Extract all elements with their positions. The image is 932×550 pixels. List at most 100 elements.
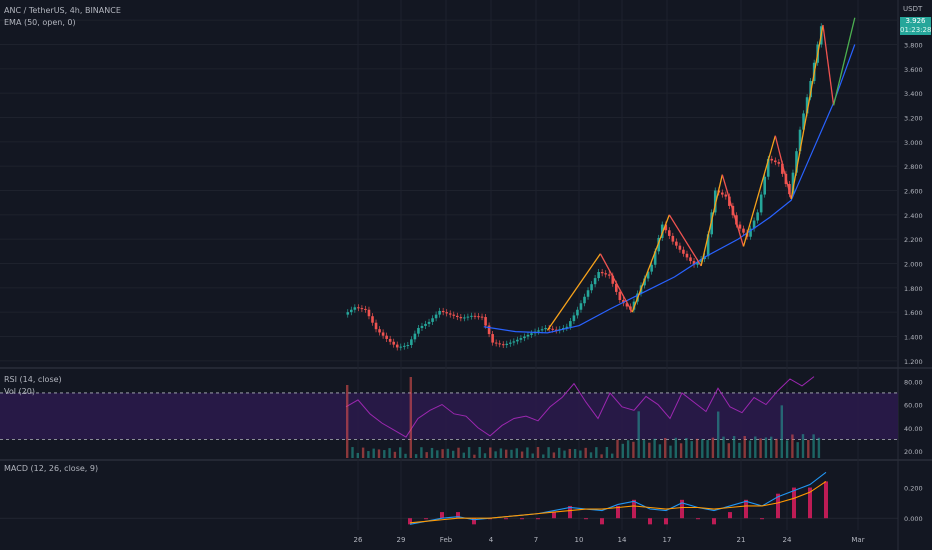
volume-bar (743, 436, 746, 458)
volume-bar (457, 447, 460, 458)
volume-bar (478, 447, 481, 458)
candle-body (470, 315, 473, 317)
candle-body (350, 309, 353, 313)
volume-bar (483, 453, 487, 458)
x-tick-label: 10 (575, 536, 584, 544)
volume-bar (404, 453, 407, 458)
volume-bar (658, 444, 662, 458)
candle-body (477, 316, 480, 318)
axes: 26 29 Feb 4 7 10 14 17 21 24 Mar 1.200 1.400 1.600 1.8… (354, 17, 923, 544)
candle-body (668, 230, 671, 236)
rsi-tick-label: 40.00 (904, 425, 923, 433)
volume-bar (791, 434, 794, 458)
candle-body (431, 318, 434, 322)
macd-histogram-bar (520, 518, 524, 520)
volume-bar (759, 438, 762, 458)
y-tick-label: 1.400 (904, 334, 923, 342)
candle-body (378, 329, 381, 333)
ema-label: EMA (50, open, 0) (4, 18, 76, 27)
candle-body (480, 316, 484, 318)
volume-bar (785, 440, 789, 458)
candle-body (530, 333, 533, 335)
candle-body (403, 345, 406, 347)
candle-body (494, 342, 498, 344)
volume-bar (563, 450, 566, 458)
candle-body (699, 259, 703, 262)
candle-body (774, 160, 777, 163)
volume-bar (679, 443, 683, 458)
candle-body (632, 301, 636, 310)
candle-body (590, 284, 593, 291)
volume-bar (664, 438, 667, 458)
x-tick-label: 24 (783, 536, 792, 544)
volume-bar (738, 442, 741, 458)
volume-bar (425, 452, 428, 458)
volume-bar (520, 451, 524, 458)
volume-bar (558, 447, 561, 458)
volume-bar (621, 443, 624, 458)
y-tick-label: 2.200 (904, 236, 923, 244)
candle-body (371, 316, 374, 323)
volume-bar (690, 441, 693, 458)
candle-body (395, 344, 399, 348)
volume-bar (674, 437, 677, 458)
candle-body (434, 314, 438, 319)
zigzag-segment (774, 135, 792, 200)
candle-body (516, 339, 519, 342)
candle-body (777, 162, 781, 164)
zigzag-segment (822, 24, 835, 106)
candle-body (346, 312, 350, 315)
candle-body (445, 312, 448, 314)
volume-bar (685, 438, 688, 458)
candle-body (424, 323, 427, 326)
volume-bar (452, 450, 455, 458)
macd-histogram-bar (776, 493, 780, 519)
volume-bar (584, 447, 587, 458)
candle-body (364, 308, 367, 310)
candle-body (607, 274, 611, 276)
volume-bar (722, 436, 725, 458)
volume-bar (616, 439, 619, 458)
zigzag-segment (700, 174, 723, 267)
candle-body (452, 314, 456, 316)
candle-body (728, 196, 731, 206)
candle-body (724, 194, 728, 197)
macd-histogram-bar (408, 518, 412, 525)
candle-body (551, 328, 554, 330)
candle-body (491, 334, 494, 343)
candle-body (466, 316, 470, 318)
candle-body (579, 303, 583, 310)
vol-label: Vol (20) (4, 387, 35, 396)
volume-bar (812, 434, 815, 458)
candle-body (441, 310, 445, 313)
candle-body (766, 158, 770, 177)
candle-body (600, 272, 604, 274)
candle-body (569, 321, 572, 327)
zigzag-segment (721, 174, 745, 247)
macd-histogram-bar (552, 512, 556, 519)
volume-bar (626, 440, 630, 458)
candle-body (710, 212, 713, 235)
candle-body (406, 345, 410, 347)
candle-body (788, 184, 791, 195)
volume-bar (346, 385, 349, 458)
zigzag-segment (742, 135, 776, 247)
candle-body (618, 291, 622, 300)
candle-body (685, 253, 689, 258)
volume-bar (372, 448, 375, 458)
volume-bar (611, 453, 614, 458)
rsi-line (345, 376, 815, 438)
candle-body (692, 261, 696, 265)
volume-bar (632, 441, 635, 458)
candle-body (537, 330, 540, 332)
candle-body (622, 300, 625, 304)
macd-histogram-bar (568, 505, 572, 519)
candle-body (660, 224, 664, 238)
candle-body (795, 151, 798, 173)
macd-tick-label: 0.200 (904, 485, 923, 493)
candle-body (675, 241, 678, 246)
candle-body (353, 307, 357, 310)
candle-body (742, 228, 745, 233)
macd-histogram-bar (424, 518, 428, 520)
